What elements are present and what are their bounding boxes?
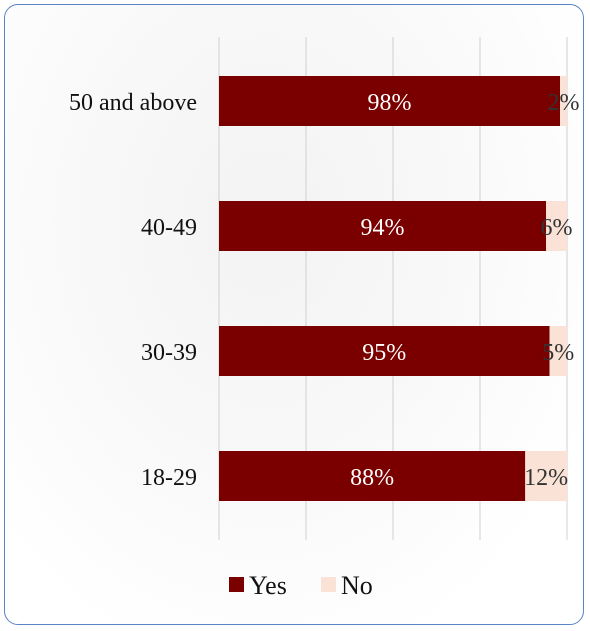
bar-yes-1 [219, 201, 547, 251]
data-label-no: 2% [548, 90, 580, 116]
bar-yes-2 [219, 326, 550, 376]
bar-yes-0 [219, 76, 561, 126]
chart-frame: 98% 2% 94% 6% 95% 5% 88% 12% 50 and above 40-49 3… [4, 4, 584, 625]
data-label-no: 6% [541, 215, 573, 241]
bar-no-0 [560, 76, 567, 126]
bars: 98% 2% 94% 6% 95% 5% 88% 12% [219, 76, 580, 501]
category-labels: 50 and above 40-49 30-39 18-29 [69, 90, 197, 491]
data-label-yes: 95% [362, 340, 406, 366]
legend-swatch-no [321, 577, 336, 592]
data-label-no: 12% [524, 465, 568, 491]
legend-swatch-yes [229, 577, 244, 592]
legend-label-no: No [341, 571, 373, 600]
legend-label-yes: Yes [249, 571, 287, 600]
data-label-yes: 98% [368, 90, 412, 116]
category-label: 30-39 [141, 340, 197, 366]
legend: Yes No [229, 571, 373, 600]
data-label-yes: 94% [361, 215, 405, 241]
category-label: 40-49 [141, 215, 197, 241]
bar-no-3 [525, 451, 567, 501]
category-label: 18-29 [141, 465, 197, 491]
stacked-bar-chart: 98% 2% 94% 6% 95% 5% 88% 12% 50 and above 40-49 3… [69, 37, 580, 600]
bar-yes-3 [219, 451, 526, 501]
category-label: 50 and above [69, 90, 197, 116]
bar-no-2 [549, 326, 567, 376]
data-label-no: 5% [542, 340, 574, 366]
data-label-yes: 88% [350, 465, 394, 491]
bar-no-1 [546, 201, 567, 251]
